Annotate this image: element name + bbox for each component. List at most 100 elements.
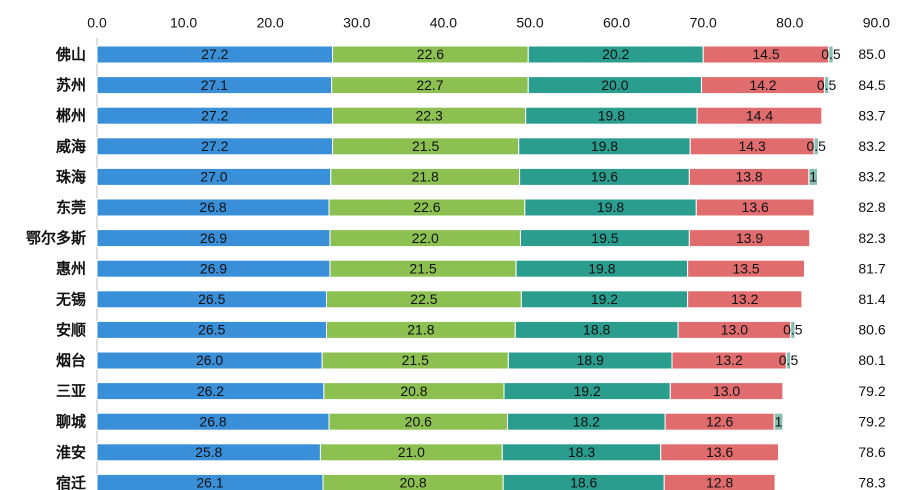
data-label: 27.1 — [201, 77, 228, 93]
data-label: 22.6 — [417, 46, 444, 62]
data-label: 21.5 — [409, 260, 436, 276]
total-label: 78.3 — [858, 475, 885, 490]
data-label: 26.0 — [196, 352, 223, 368]
data-label: 13.0 — [721, 322, 748, 338]
bar-segment — [773, 412, 784, 431]
data-label: 12.8 — [706, 475, 733, 490]
data-label: 21.0 — [398, 444, 425, 460]
data-label: 19.8 — [588, 260, 615, 276]
x-tick-label: 0.0 — [87, 15, 107, 31]
total-label: 80.6 — [858, 322, 885, 338]
total-label: 84.5 — [858, 77, 885, 93]
data-label: 1 — [775, 413, 783, 429]
data-label: 22.3 — [415, 107, 442, 123]
data-label: 19.8 — [598, 107, 625, 123]
category-label: 宿迁 — [56, 474, 86, 490]
data-label: 21.8 — [407, 322, 434, 338]
total-label: 82.3 — [858, 230, 885, 246]
data-label: 14.3 — [739, 138, 766, 154]
total-label: 85.0 — [858, 46, 885, 62]
data-label: 27.2 — [201, 46, 228, 62]
data-label: 20.8 — [399, 475, 426, 490]
data-label: 0.5 — [817, 77, 837, 93]
bar-segment — [785, 351, 792, 370]
category-label: 佛山 — [55, 45, 86, 63]
data-label: 18.6 — [570, 475, 597, 490]
data-label: 18.3 — [568, 444, 595, 460]
data-label: 13.8 — [735, 169, 762, 185]
bar-segment — [695, 198, 815, 217]
data-label: 21.5 — [402, 352, 429, 368]
category-label: 无锡 — [55, 290, 86, 308]
data-label: 26.2 — [197, 383, 224, 399]
data-label: 19.5 — [591, 230, 618, 246]
bar-segment — [669, 382, 784, 401]
data-label: 21.8 — [412, 169, 439, 185]
data-label: 22.0 — [412, 230, 439, 246]
data-label: 13.6 — [706, 444, 733, 460]
data-label: 0.5 — [806, 138, 826, 154]
data-label: 13.0 — [713, 383, 740, 399]
bar-segment — [813, 137, 819, 156]
data-label: 0.5 — [779, 352, 799, 368]
data-label: 20.6 — [405, 413, 432, 429]
total-label: 79.2 — [858, 413, 885, 429]
data-label: 13.5 — [732, 260, 759, 276]
x-tick-label: 30.0 — [343, 15, 370, 31]
data-label: 19.2 — [591, 291, 618, 307]
category-label: 淮安 — [56, 443, 86, 461]
total-label: 83.2 — [858, 169, 885, 185]
data-label: 19.8 — [591, 138, 618, 154]
x-tick-label: 40.0 — [430, 15, 457, 31]
category-label: 惠州 — [56, 260, 86, 278]
data-label: 26.5 — [198, 322, 225, 338]
data-label: 18.2 — [573, 413, 600, 429]
total-label: 81.4 — [858, 291, 885, 307]
category-label: 烟台 — [56, 351, 86, 369]
total-label: 80.1 — [858, 352, 885, 368]
category-label: 东莞 — [56, 198, 86, 216]
category-label: 安顺 — [56, 321, 86, 339]
bar-segment — [687, 259, 806, 278]
data-label: 20.2 — [602, 46, 629, 62]
category-label: 威海 — [56, 137, 86, 155]
x-tick-label: 20.0 — [257, 15, 284, 31]
data-label: 26.8 — [199, 199, 226, 215]
bar-segment — [687, 290, 803, 309]
data-label: 14.5 — [752, 46, 779, 62]
data-label: 19.6 — [591, 169, 618, 185]
data-label: 25.8 — [195, 444, 222, 460]
data-label: 22.7 — [416, 77, 443, 93]
x-tick-label: 10.0 — [170, 15, 197, 31]
data-label: 26.9 — [200, 230, 227, 246]
total-label: 83.2 — [858, 138, 885, 154]
data-label: 22.5 — [410, 291, 437, 307]
data-label: 27.0 — [200, 169, 227, 185]
data-label: 14.4 — [746, 107, 773, 123]
data-label: 27.2 — [201, 138, 228, 154]
total-label: 79.2 — [858, 383, 885, 399]
category-label: 三亚 — [56, 383, 86, 400]
data-label: 18.9 — [577, 352, 604, 368]
x-tick-label: 50.0 — [516, 15, 543, 31]
bar-segment — [823, 76, 830, 95]
data-label: 18.8 — [583, 322, 610, 338]
bar-segment — [688, 229, 811, 248]
total-label: 81.7 — [858, 260, 885, 276]
x-tick-label: 80.0 — [776, 15, 803, 31]
bar-segment — [828, 45, 834, 64]
category-label: 苏州 — [56, 76, 86, 94]
data-label: 19.2 — [574, 383, 601, 399]
bar-segment — [660, 443, 780, 462]
data-label: 20.8 — [400, 383, 427, 399]
data-label: 0.5 — [821, 46, 841, 62]
data-label: 19.8 — [597, 199, 624, 215]
data-label: 13.2 — [731, 291, 758, 307]
x-tick-label: 90.0 — [863, 15, 890, 31]
data-label: 14.2 — [749, 77, 776, 93]
data-label: 27.2 — [201, 107, 228, 123]
data-label: 0.5 — [783, 322, 803, 338]
total-label: 78.6 — [858, 444, 885, 460]
data-label: 12.6 — [706, 413, 733, 429]
data-label: 13.9 — [736, 230, 763, 246]
